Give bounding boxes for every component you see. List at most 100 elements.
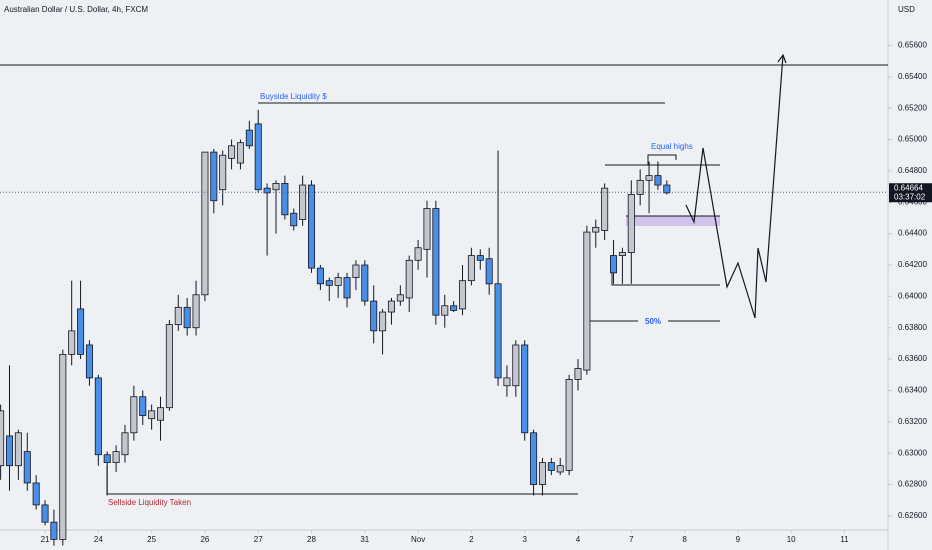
x-tick-label: 25	[147, 535, 156, 544]
candle-body	[308, 184, 316, 269]
x-tick-label: Nov	[411, 535, 425, 544]
candle-body	[219, 154, 227, 191]
x-tick-label: 24	[94, 535, 103, 544]
candle-body	[343, 277, 351, 299]
candle-body	[157, 407, 165, 421]
candle-body	[494, 283, 502, 379]
candle-body	[272, 183, 280, 191]
candle-body	[645, 175, 653, 181]
candle-body	[245, 129, 253, 147]
candle-body	[192, 294, 200, 329]
y-tick-label: 0.63200	[898, 417, 927, 426]
last-price-label: 0.64664	[894, 183, 923, 192]
chart-title: Australian Dollar / U.S. Dollar, 4h, FXC…	[4, 5, 148, 14]
y-tick-label: 0.63400	[898, 386, 927, 395]
candle-body	[174, 306, 182, 325]
candle-body	[130, 396, 138, 434]
candle-body	[636, 179, 644, 195]
x-tick-label: 4	[576, 535, 581, 544]
y-tick-label: 0.62800	[898, 480, 927, 489]
candle-body	[574, 368, 582, 380]
candle-body	[0, 410, 5, 467]
candle-body	[556, 465, 564, 473]
last-price-box	[889, 183, 932, 203]
candle-body	[325, 280, 333, 286]
candle-body	[85, 344, 93, 379]
y-tick-label: 0.65600	[898, 41, 927, 50]
y-tick-label: 0.63600	[898, 354, 927, 363]
candle-body	[405, 259, 413, 299]
candle-body	[476, 255, 484, 261]
x-tick-label: 11	[840, 535, 849, 544]
candle-body	[263, 187, 271, 194]
y-tick-label: 0.64200	[898, 260, 927, 269]
candle-body	[5, 435, 14, 467]
buyside-label: Buyside Liquidity $	[260, 92, 327, 101]
projection-path	[685, 54, 784, 319]
candle-body	[103, 454, 111, 463]
candle-body	[228, 145, 236, 159]
x-tick-label: 9	[736, 535, 741, 544]
y-tick-label: 0.65400	[898, 72, 927, 81]
candle-body	[663, 184, 671, 194]
candle-body	[414, 247, 422, 261]
candle-body	[512, 344, 520, 387]
candle-body	[254, 123, 262, 191]
candle-body	[334, 277, 342, 286]
x-tick-label: 8	[682, 535, 687, 544]
candle-body	[387, 300, 395, 313]
candle-body	[290, 212, 298, 227]
x-tick-label: 10	[787, 535, 796, 544]
candle-body	[201, 151, 209, 296]
candle-body	[68, 330, 76, 355]
candle-body	[210, 151, 218, 202]
projection-arrow	[777, 53, 787, 64]
candle-body	[352, 264, 360, 278]
candle-body	[361, 264, 369, 302]
candle-body	[627, 194, 635, 253]
candle-body	[370, 300, 378, 332]
order-block-zone	[626, 216, 720, 226]
candle-body	[121, 432, 129, 456]
x-tick-label: 26	[200, 535, 209, 544]
candle-body	[396, 294, 404, 302]
candle-body	[183, 306, 191, 329]
candle-body	[316, 267, 324, 285]
candle-body	[299, 184, 307, 220]
y-tick-label: 0.64000	[898, 291, 927, 300]
x-tick-label: 31	[360, 535, 369, 544]
candle-body	[521, 344, 529, 434]
y-tick-label: 0.64800	[898, 166, 927, 175]
candle-body	[485, 258, 493, 285]
candle-body	[601, 187, 609, 231]
candle-body	[94, 377, 102, 456]
currency-label: USD	[898, 5, 915, 14]
equal-highs-bracket	[647, 154, 677, 165]
y-tick-label: 0.62600	[898, 511, 927, 520]
candle-body	[530, 432, 538, 485]
candle-body	[538, 462, 546, 485]
candle-body	[165, 324, 173, 409]
candle-body	[139, 396, 147, 416]
candle-body	[467, 255, 475, 282]
candle-body	[281, 183, 289, 216]
candle-body	[148, 410, 156, 420]
candle-body	[379, 311, 387, 332]
y-tick-label: 0.64400	[898, 229, 927, 238]
fifty-label: 50%	[645, 317, 661, 326]
candle-body	[547, 462, 555, 471]
candle-body	[610, 255, 618, 274]
candle-body	[565, 379, 573, 471]
candle-body	[59, 353, 67, 540]
equal-highs-label: Equal highs	[651, 142, 693, 151]
candle-body	[14, 432, 22, 467]
candle-body	[423, 208, 431, 250]
candle-body	[654, 175, 662, 186]
x-tick-label: 7	[629, 535, 634, 544]
candle-body	[50, 521, 58, 540]
candle-body	[32, 482, 40, 506]
candle-body	[41, 504, 49, 523]
candle-body	[459, 280, 467, 310]
